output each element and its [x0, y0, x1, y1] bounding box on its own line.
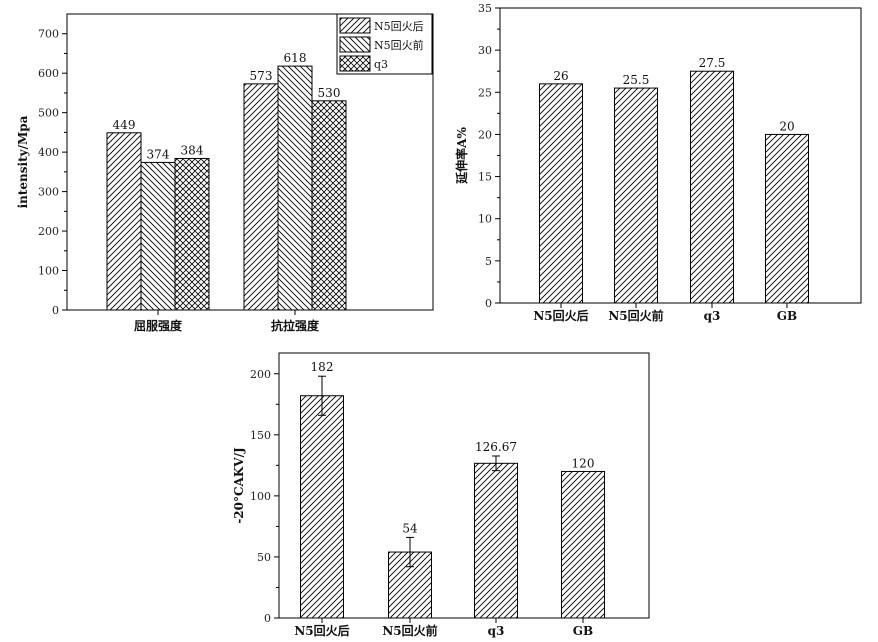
y-tick-label: 150 — [250, 429, 271, 442]
data-label: 384 — [181, 143, 204, 157]
legend-swatch — [339, 55, 371, 72]
bar — [277, 65, 313, 311]
plot-frame — [278, 352, 650, 619]
x-category-label: N5回火前 — [382, 623, 437, 638]
data-label: 25.5 — [623, 73, 650, 87]
x-category-label: GB — [777, 309, 797, 323]
y-tick-label: 0 — [485, 297, 492, 310]
x-category-label: GB — [573, 624, 593, 638]
data-label: 26 — [553, 69, 568, 83]
y-tick-label: 0 — [52, 304, 59, 317]
bar — [106, 132, 142, 311]
chart-3 — [274, 352, 650, 619]
data-label: 374 — [147, 147, 170, 161]
data-label: 618 — [284, 51, 307, 65]
y-tick-label: 600 — [38, 67, 59, 80]
x-category-label: 屈服强度 — [134, 318, 183, 333]
y-tick-label: 15 — [478, 171, 492, 184]
data-label: 449 — [113, 118, 136, 132]
bar — [561, 470, 605, 619]
bar — [311, 100, 347, 311]
y-tick-label: 200 — [38, 225, 59, 238]
bar — [140, 161, 176, 311]
chart-2 — [495, 7, 862, 304]
data-label: 182 — [311, 360, 334, 374]
y-tick-label: 25 — [478, 86, 492, 99]
data-label: 120 — [572, 456, 595, 470]
y-tick-label: 20 — [478, 128, 492, 141]
legend-swatch — [339, 17, 371, 34]
x-category-label: N5回火后 — [533, 308, 588, 323]
y-tick-label: 30 — [478, 44, 492, 57]
y-tick-label: 35 — [478, 2, 492, 15]
bar — [765, 133, 809, 304]
bar — [690, 70, 734, 304]
y-tick-label: 100 — [38, 265, 59, 278]
y-axis-title: 延伸率A% — [454, 127, 469, 185]
y-tick-label: 0 — [264, 612, 271, 625]
x-category-label: N5回火前 — [608, 308, 663, 323]
bar — [243, 83, 279, 311]
y-tick-label: 200 — [250, 368, 271, 381]
bar — [174, 157, 210, 311]
y-axis-title: intensity/Mpa — [16, 115, 30, 208]
legend-label: q3 — [374, 58, 388, 71]
data-label: 20 — [779, 119, 794, 133]
y-tick-label: 50 — [257, 551, 271, 564]
y-tick-label: 300 — [38, 186, 59, 199]
x-category-label: q3 — [488, 624, 505, 638]
legend-swatch — [339, 36, 371, 53]
y-tick-label: 5 — [485, 255, 492, 268]
data-label: 54 — [402, 521, 418, 535]
legend-label: N5回火前 — [374, 38, 424, 52]
data-label: 126.67 — [475, 440, 517, 454]
y-axis-title: -20°CAKV/J — [232, 447, 246, 524]
bar — [474, 462, 518, 619]
y-tick-label: 10 — [478, 213, 492, 226]
y-tick-label: 500 — [38, 107, 59, 120]
data-label: 27.5 — [699, 56, 726, 70]
data-label: 530 — [318, 86, 341, 100]
bar — [614, 87, 658, 304]
y-tick-label: 100 — [250, 490, 271, 503]
legend-label: N5回火后 — [374, 20, 424, 33]
y-tick-label: 400 — [38, 146, 59, 159]
x-category-label: q3 — [704, 309, 721, 323]
bar — [539, 83, 583, 304]
y-tick-label: 700 — [38, 28, 59, 41]
data-label: 573 — [250, 69, 273, 83]
x-category-label: N5回火后 — [294, 623, 349, 638]
x-category-label: 抗拉强度 — [271, 318, 320, 333]
bar — [300, 395, 344, 619]
